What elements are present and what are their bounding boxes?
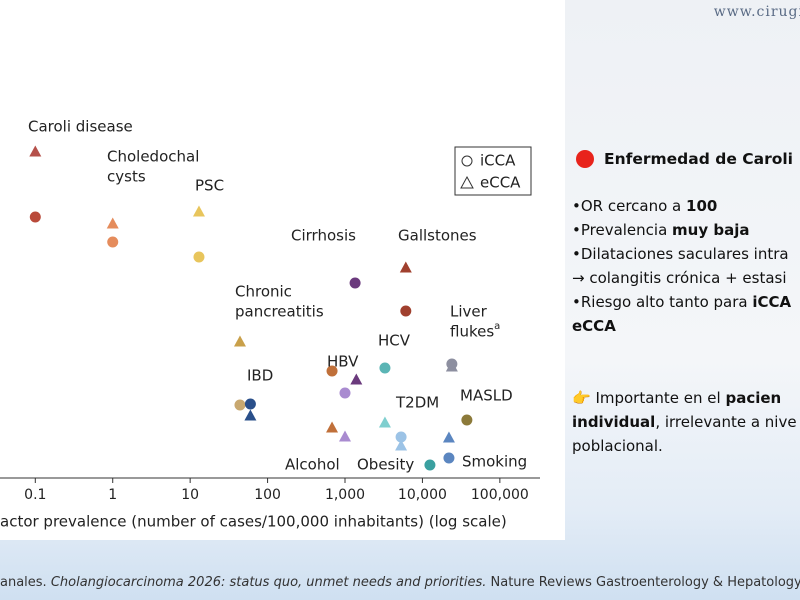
text-line: •Dilataciones saculares intra (572, 242, 800, 266)
citation-segment: Nature Reviews Gastroenterology & Hepato… (486, 575, 800, 590)
annotation: pancreatitis (235, 303, 324, 321)
point (29, 145, 42, 157)
x-tick-label: 10 (181, 487, 199, 503)
annotation: Alcohol (285, 456, 340, 474)
red-dot (576, 150, 594, 168)
annotation: Smoking (462, 453, 527, 471)
annotation: PSC (195, 177, 224, 195)
text-segment: individual (572, 413, 656, 431)
annotation: Gallstones (398, 227, 477, 245)
x-tick-label: 1,000 (325, 487, 365, 503)
legend-label: iCCA (480, 152, 516, 170)
point (326, 365, 338, 377)
x-tick-label: 100,000 (471, 487, 529, 503)
x-tick-label: 1 (108, 487, 117, 503)
text-panel: Enfermedad de Caroli •OR cercano a 100 •P… (572, 146, 800, 458)
annotation: HBV (327, 353, 359, 371)
point (350, 373, 363, 385)
text-segment: muy baja (672, 221, 750, 239)
point (395, 439, 408, 451)
text-line: poblacional. (572, 434, 800, 458)
point (379, 362, 391, 374)
point (107, 236, 119, 248)
point (233, 335, 246, 347)
point (29, 211, 41, 223)
panel-heading: Enfermedad de Caroli (576, 146, 800, 172)
point (339, 430, 352, 442)
annotation: flukesa (450, 321, 500, 341)
point (445, 360, 458, 372)
x-tick-label: 100 (254, 487, 281, 503)
site-url: www.cirugi (713, 4, 800, 20)
point (424, 459, 436, 471)
text-line: •OR cercano a 100 (572, 194, 800, 218)
annotation: IBD (247, 367, 273, 385)
point (193, 251, 205, 263)
x-axis-title: actor prevalence (number of cases/100,00… (0, 513, 507, 531)
text-line: eCCA (572, 314, 800, 338)
point (349, 277, 361, 289)
point (244, 398, 256, 410)
point (442, 431, 455, 443)
text-segment: 👉 Importante en el (572, 389, 726, 407)
text-line: → colangitis crónica + estasi (572, 266, 800, 290)
point (400, 305, 412, 317)
annotation: HCV (378, 332, 411, 350)
text-segment: → colangitis crónica + estasi (572, 269, 787, 287)
citation-segment: anales. (0, 575, 51, 590)
text-segment: eCCA (572, 317, 616, 335)
note: 👉 Importante en el pacien individual, irr… (572, 386, 800, 458)
text-line: individual, irrelevante a nive (572, 410, 800, 434)
text-segment: •Riesgo alto tanto para (572, 293, 753, 311)
annotation: MASLD (460, 387, 513, 405)
panel-title: Enfermedad de Caroli (604, 150, 793, 168)
point (234, 399, 246, 411)
x-tick-label: 0.1 (24, 487, 46, 503)
legend-marker (460, 175, 474, 189)
point (399, 261, 412, 273)
point (326, 421, 339, 433)
text-line: 👉 Importante en el pacien (572, 386, 800, 410)
annotation: cysts (107, 168, 146, 186)
point (378, 416, 391, 428)
text-segment: iCCA (752, 293, 792, 311)
legend-marker (461, 155, 473, 167)
text-segment: 100 (686, 197, 718, 215)
annotation: Caroli disease (28, 118, 133, 136)
point (339, 387, 351, 399)
chart: 0.1 1 10 100 1,000 10,000 100,000 actor prevale… (0, 117, 540, 531)
point (244, 409, 257, 421)
point (106, 217, 119, 229)
citation: anales. Cholangiocarcinoma 2026: status … (0, 575, 800, 590)
annotation: Liver (450, 303, 488, 321)
text-segment: pacien (725, 389, 782, 407)
legend-box (454, 146, 532, 196)
x-tick-label: 10,000 (398, 487, 447, 503)
legend-label: eCCA (480, 174, 521, 192)
point (443, 452, 455, 464)
text-segment: , irrelevante a nive (655, 413, 797, 431)
point (192, 205, 205, 217)
text-line: •Prevalencia muy baja (572, 218, 800, 242)
annotation: Chronic (235, 283, 292, 301)
text-segment: poblacional. (572, 437, 663, 455)
annotation: Choledochal (107, 148, 199, 166)
citation-segment: Cholangiocarcinoma 2026: status quo, unm… (50, 575, 487, 590)
text-line: •Riesgo alto tanto para iCCA (572, 290, 800, 314)
point (395, 431, 407, 443)
point (461, 414, 473, 426)
annotation: T2DM (395, 394, 439, 412)
annotation-superscript: a (494, 321, 500, 332)
bullets: •OR cercano a 100 •Prevalencia muy baja •D… (572, 194, 800, 338)
text-segment: •Dilataciones saculares intra (572, 245, 789, 263)
annotation: Obesity (357, 456, 414, 474)
text-segment: •OR cercano a (572, 197, 687, 215)
text-segment: •Prevalencia (572, 221, 673, 239)
annotation: Cirrhosis (291, 227, 356, 245)
